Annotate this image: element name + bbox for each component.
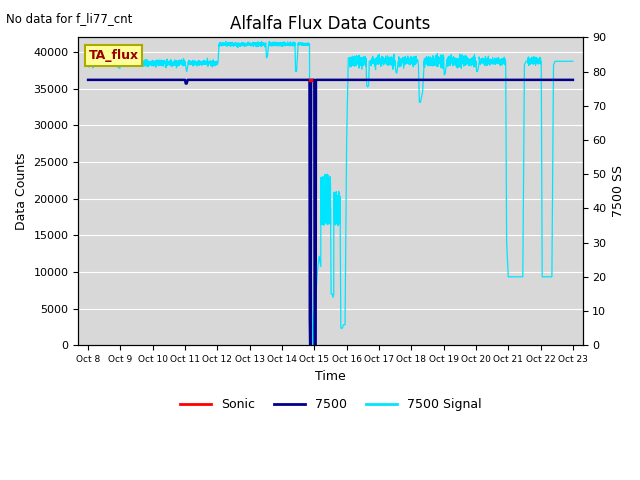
Text: No data for f_li77_cnt: No data for f_li77_cnt	[6, 12, 132, 25]
Legend: Sonic, 7500, 7500 Signal: Sonic, 7500, 7500 Signal	[175, 393, 486, 416]
Y-axis label: Data Counts: Data Counts	[15, 153, 28, 230]
X-axis label: Time: Time	[315, 370, 346, 383]
Title: Alfalfa Flux Data Counts: Alfalfa Flux Data Counts	[230, 15, 431, 33]
Y-axis label: 7500 SS: 7500 SS	[612, 165, 625, 217]
Text: TA_flux: TA_flux	[88, 49, 139, 62]
